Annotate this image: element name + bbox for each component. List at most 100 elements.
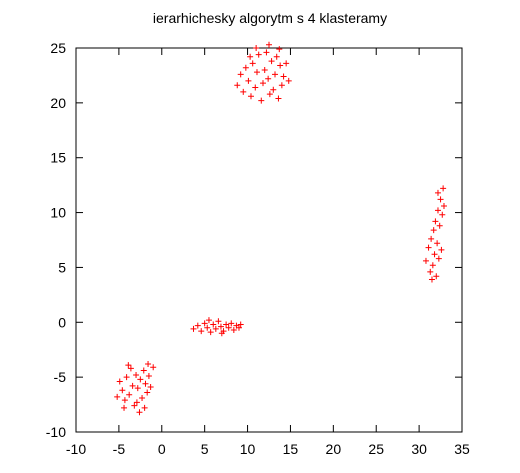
data-point [255, 51, 262, 58]
y-tick-label: 25 [50, 40, 66, 56]
y-axis: -10 -5 0 5 10 15 20 25 [46, 40, 462, 440]
data-point [258, 97, 265, 104]
data-point [428, 235, 435, 242]
y-tick-label: 10 [50, 205, 66, 221]
data-point [145, 373, 152, 380]
data-point [259, 80, 266, 87]
data-point [429, 262, 436, 269]
data-point [431, 251, 438, 258]
data-point [194, 322, 201, 329]
data-point [422, 257, 429, 264]
data-point [237, 321, 244, 328]
y-tick-label: 15 [50, 150, 66, 166]
data-point [425, 244, 432, 251]
data-point [249, 60, 256, 67]
data-point [223, 321, 230, 328]
x-axis: -10 -5 0 5 10 15 20 25 30 35 [66, 48, 470, 457]
data-point [432, 218, 439, 225]
data-point [218, 330, 225, 337]
data-point [434, 189, 441, 196]
data-point [247, 93, 254, 100]
x-tick-label: 15 [283, 441, 299, 457]
data-point [253, 45, 260, 51]
data-point [430, 227, 437, 234]
data-point [434, 207, 441, 214]
data-point [144, 389, 151, 396]
data-point [266, 91, 273, 98]
data-point [437, 196, 444, 203]
y-tick-label: 5 [58, 259, 66, 275]
x-tick-label: 35 [454, 441, 470, 457]
data-point [230, 326, 237, 333]
data-point [133, 399, 140, 406]
cluster-2 [190, 317, 244, 337]
data-point [136, 409, 143, 416]
y-tick-label: -5 [54, 369, 67, 385]
data-point [131, 402, 138, 409]
x-tick-label: 10 [240, 441, 256, 457]
data-point [440, 185, 447, 192]
x-tick-label: 0 [158, 441, 166, 457]
data-point [435, 255, 442, 262]
data-point [275, 95, 282, 102]
data-point [265, 75, 272, 82]
data-point [114, 393, 121, 400]
cluster-3 [234, 41, 292, 104]
data-point [134, 385, 141, 392]
data-point [268, 58, 275, 65]
data-point [215, 318, 222, 325]
data-point [263, 49, 270, 56]
data-point [247, 53, 254, 60]
data-point [234, 82, 241, 89]
data-point [439, 211, 446, 218]
plot-frame [75, 47, 463, 433]
data-point [204, 324, 211, 331]
x-tick-label: -5 [113, 441, 126, 457]
data-point [228, 320, 235, 327]
data-point [278, 82, 285, 89]
data-point [242, 64, 249, 71]
data-point [428, 276, 435, 283]
data-point [210, 321, 217, 328]
data-point [270, 86, 277, 93]
y-tick-label: -10 [46, 424, 66, 440]
cluster-1 [114, 360, 157, 416]
data-point [240, 88, 247, 95]
data-point [127, 365, 134, 372]
x-tick-label: 30 [411, 441, 427, 457]
data-point [433, 273, 440, 280]
data-point [277, 62, 284, 69]
data-point [245, 77, 252, 84]
data-point [252, 84, 259, 91]
data-point [217, 323, 224, 330]
data-point [237, 71, 244, 78]
data-point [266, 41, 272, 48]
data-point [198, 328, 205, 335]
data-point [283, 60, 290, 67]
data-point [125, 362, 132, 369]
data-point [129, 382, 136, 389]
data-point [126, 391, 133, 398]
data-point [434, 240, 441, 247]
data-point [147, 384, 154, 391]
data-point [212, 325, 219, 332]
data-point [190, 325, 197, 332]
data-point [140, 367, 147, 374]
data-point [201, 320, 208, 327]
x-tick-label: 20 [326, 441, 342, 457]
data-point [276, 46, 283, 53]
data-point [119, 387, 126, 394]
data-point [123, 374, 130, 381]
data-point [253, 69, 260, 76]
data-point [440, 202, 447, 209]
data-point [438, 246, 445, 253]
data-point [133, 371, 140, 378]
data-point [207, 329, 214, 336]
data-point [205, 317, 212, 324]
data-points [114, 41, 447, 416]
data-point [235, 324, 242, 331]
data-point [141, 404, 148, 411]
data-point [121, 397, 128, 404]
